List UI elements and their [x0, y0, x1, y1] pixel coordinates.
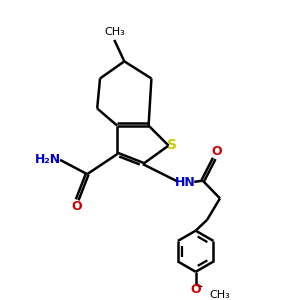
Text: O: O: [190, 283, 201, 296]
Text: HN: HN: [175, 176, 196, 189]
Text: O: O: [211, 145, 222, 158]
Text: H₂N: H₂N: [35, 153, 61, 166]
Text: S: S: [167, 138, 177, 152]
Text: O: O: [71, 200, 82, 214]
Text: CH₃: CH₃: [210, 290, 230, 300]
Text: CH₃: CH₃: [104, 27, 125, 37]
